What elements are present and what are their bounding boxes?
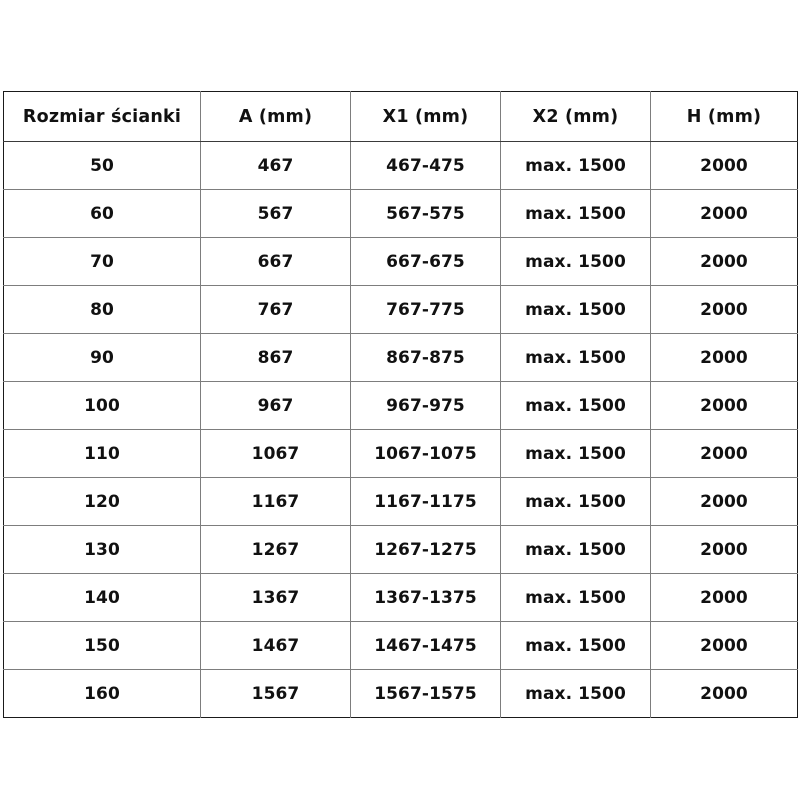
table-body: 50 467 467-475 max. 1500 2000 60 567 567-575 max… [3, 141, 798, 718]
cell-a-mm: 1267 [200, 525, 351, 574]
cell-x2-mm: max. 1500 [500, 525, 651, 574]
table-row: 140 1367 1367-1375 max. 1500 2000 [3, 573, 798, 622]
cell-h-mm: 2000 [650, 525, 798, 574]
cell-a-mm: 967 [200, 381, 351, 430]
column-header-x1-mm: X1 (mm) [350, 91, 501, 142]
cell-rozmiar-scianki: 110 [3, 429, 201, 478]
cell-h-mm: 2000 [650, 573, 798, 622]
cell-rozmiar-scianki: 120 [3, 477, 201, 526]
cell-a-mm: 1367 [200, 573, 351, 622]
cell-rozmiar-scianki: 100 [3, 381, 201, 430]
cell-x2-mm: max. 1500 [500, 573, 651, 622]
cell-a-mm: 1567 [200, 669, 351, 718]
cell-x1-mm: 867-875 [350, 333, 501, 382]
table-row: 100 967 967-975 max. 1500 2000 [3, 381, 798, 430]
spec-table-container: Rozmiar ścianki A (mm) X1 (mm) X2 (mm) H… [3, 91, 798, 718]
cell-h-mm: 2000 [650, 189, 798, 238]
cell-a-mm: 767 [200, 285, 351, 334]
cell-h-mm: 2000 [650, 141, 798, 190]
wall-size-specification-table: Rozmiar ścianki A (mm) X1 (mm) X2 (mm) H… [3, 91, 798, 718]
cell-x2-mm: max. 1500 [500, 237, 651, 286]
cell-x2-mm: max. 1500 [500, 141, 651, 190]
cell-rozmiar-scianki: 70 [3, 237, 201, 286]
cell-rozmiar-scianki: 60 [3, 189, 201, 238]
table-header: Rozmiar ścianki A (mm) X1 (mm) X2 (mm) H… [3, 91, 798, 142]
cell-x1-mm: 1167-1175 [350, 477, 501, 526]
cell-x2-mm: max. 1500 [500, 669, 651, 718]
cell-x1-mm: 1467-1475 [350, 621, 501, 670]
cell-h-mm: 2000 [650, 381, 798, 430]
table-header-row: Rozmiar ścianki A (mm) X1 (mm) X2 (mm) H… [3, 91, 798, 142]
cell-x2-mm: max. 1500 [500, 429, 651, 478]
cell-h-mm: 2000 [650, 669, 798, 718]
table-row: 110 1067 1067-1075 max. 1500 2000 [3, 429, 798, 478]
table-row: 80 767 767-775 max. 1500 2000 [3, 285, 798, 334]
cell-x2-mm: max. 1500 [500, 381, 651, 430]
cell-x1-mm: 567-575 [350, 189, 501, 238]
cell-x1-mm: 467-475 [350, 141, 501, 190]
cell-a-mm: 1467 [200, 621, 351, 670]
cell-x2-mm: max. 1500 [500, 285, 651, 334]
cell-x1-mm: 1567-1575 [350, 669, 501, 718]
cell-a-mm: 1067 [200, 429, 351, 478]
table-row: 130 1267 1267-1275 max. 1500 2000 [3, 525, 798, 574]
cell-x1-mm: 667-675 [350, 237, 501, 286]
column-header-h-mm: H (mm) [650, 91, 798, 142]
table-row: 150 1467 1467-1475 max. 1500 2000 [3, 621, 798, 670]
cell-a-mm: 867 [200, 333, 351, 382]
cell-x2-mm: max. 1500 [500, 621, 651, 670]
cell-x1-mm: 1067-1075 [350, 429, 501, 478]
cell-h-mm: 2000 [650, 429, 798, 478]
cell-x1-mm: 767-775 [350, 285, 501, 334]
table-row: 50 467 467-475 max. 1500 2000 [3, 141, 798, 190]
cell-a-mm: 567 [200, 189, 351, 238]
cell-a-mm: 667 [200, 237, 351, 286]
cell-h-mm: 2000 [650, 477, 798, 526]
cell-h-mm: 2000 [650, 333, 798, 382]
cell-x2-mm: max. 1500 [500, 189, 651, 238]
cell-x1-mm: 967-975 [350, 381, 501, 430]
column-header-rozmiar-scianki: Rozmiar ścianki [3, 91, 201, 142]
column-header-x2-mm: X2 (mm) [500, 91, 651, 142]
cell-x1-mm: 1267-1275 [350, 525, 501, 574]
table-row: 60 567 567-575 max. 1500 2000 [3, 189, 798, 238]
cell-x1-mm: 1367-1375 [350, 573, 501, 622]
table-row: 70 667 667-675 max. 1500 2000 [3, 237, 798, 286]
cell-a-mm: 1167 [200, 477, 351, 526]
column-header-a-mm: A (mm) [200, 91, 351, 142]
table-row: 120 1167 1167-1175 max. 1500 2000 [3, 477, 798, 526]
cell-h-mm: 2000 [650, 285, 798, 334]
cell-rozmiar-scianki: 90 [3, 333, 201, 382]
cell-rozmiar-scianki: 50 [3, 141, 201, 190]
table-row: 90 867 867-875 max. 1500 2000 [3, 333, 798, 382]
cell-x2-mm: max. 1500 [500, 333, 651, 382]
cell-a-mm: 467 [200, 141, 351, 190]
cell-x2-mm: max. 1500 [500, 477, 651, 526]
table-row: 160 1567 1567-1575 max. 1500 2000 [3, 669, 798, 718]
cell-rozmiar-scianki: 140 [3, 573, 201, 622]
cell-rozmiar-scianki: 160 [3, 669, 201, 718]
cell-h-mm: 2000 [650, 237, 798, 286]
cell-rozmiar-scianki: 80 [3, 285, 201, 334]
cell-rozmiar-scianki: 130 [3, 525, 201, 574]
cell-h-mm: 2000 [650, 621, 798, 670]
cell-rozmiar-scianki: 150 [3, 621, 201, 670]
